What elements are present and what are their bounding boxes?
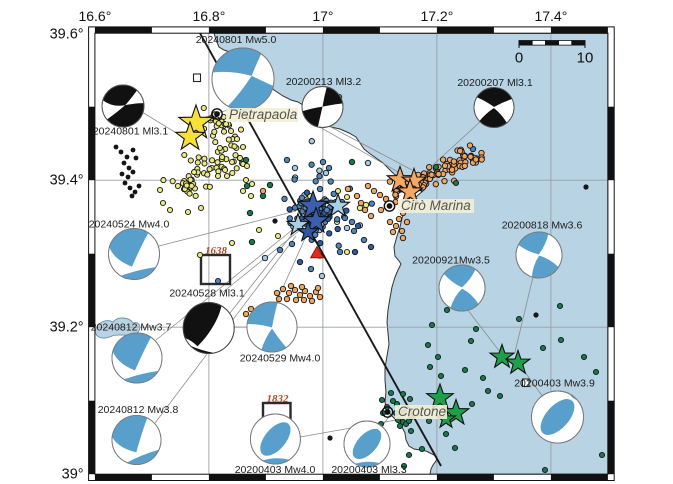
svg-text:Crotone: Crotone <box>398 404 446 419</box>
svg-text:20240801 Mw5.0: 20240801 Mw5.0 <box>196 34 277 46</box>
svg-text:10: 10 <box>577 50 594 67</box>
svg-text:Cirò Marina: Cirò Marina <box>401 198 471 213</box>
svg-text:39.4°: 39.4° <box>50 173 84 189</box>
svg-text:39°: 39° <box>62 467 84 483</box>
svg-text:20200403 Mw3.9: 20200403 Mw3.9 <box>514 378 595 390</box>
svg-text:17.4°: 17.4° <box>534 8 567 24</box>
svg-text:20200818 Mw3.6: 20200818 Mw3.6 <box>502 220 583 232</box>
svg-text:20200403 Ml3.3: 20200403 Ml3.3 <box>331 464 406 476</box>
svg-text:17°: 17° <box>312 8 333 24</box>
svg-text:39.2°: 39.2° <box>50 320 84 336</box>
svg-text:1832: 1832 <box>267 393 290 405</box>
svg-text:0: 0 <box>515 50 523 67</box>
svg-text:20240812 Mw3.8: 20240812 Mw3.8 <box>98 404 179 416</box>
svg-text:17.2°: 17.2° <box>420 8 453 24</box>
svg-text:20240529 Mw4.0: 20240529 Mw4.0 <box>240 353 321 365</box>
svg-text:20240801 Ml3.1: 20240801 Ml3.1 <box>93 126 168 138</box>
svg-text:16.6°: 16.6° <box>78 8 111 24</box>
svg-text:39.6°: 39.6° <box>50 27 84 43</box>
svg-text:20240524 Mw4.0: 20240524 Mw4.0 <box>89 219 170 231</box>
svg-text:20200207 Ml3.1: 20200207 Ml3.1 <box>457 77 532 89</box>
svg-text:20240528 Ml3.1: 20240528 Ml3.1 <box>169 288 244 300</box>
svg-text:Pietrapaola: Pietrapaola <box>229 107 298 122</box>
svg-text:20200403 Mw4.0: 20200403 Mw4.0 <box>235 464 316 476</box>
svg-text:20200213 Ml3.2: 20200213 Ml3.2 <box>286 76 361 88</box>
svg-text:1638: 1638 <box>205 245 228 257</box>
svg-text:20240812 Mw3.7: 20240812 Mw3.7 <box>91 322 172 334</box>
svg-text:20200921Mw3.5: 20200921Mw3.5 <box>412 255 490 267</box>
svg-text:16.8°: 16.8° <box>192 8 225 24</box>
